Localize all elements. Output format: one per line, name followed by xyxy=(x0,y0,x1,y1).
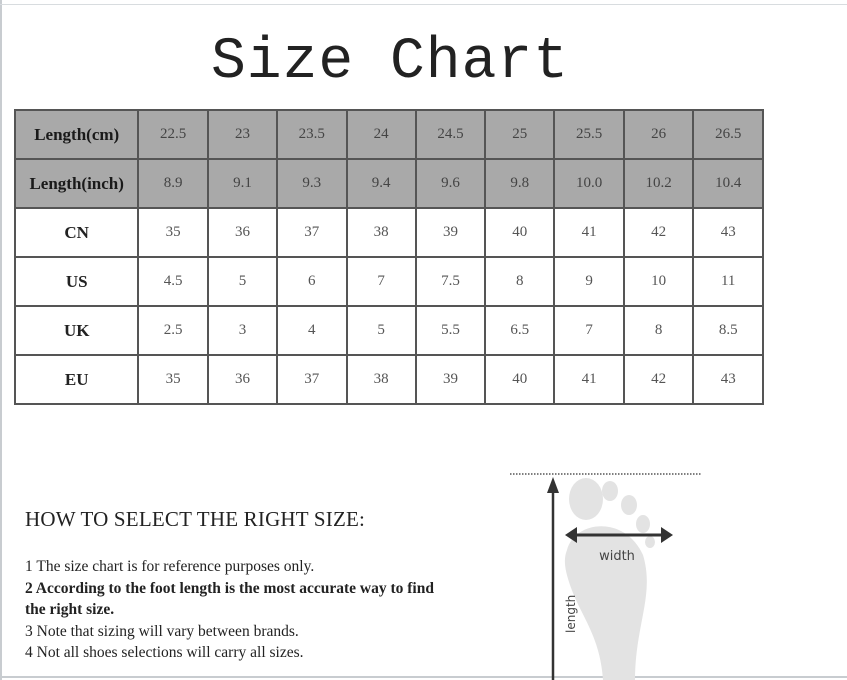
width-label: width xyxy=(599,549,635,564)
table-cell: 26 xyxy=(622,109,695,160)
table-cell: 8 xyxy=(484,256,556,307)
table-cell: 43 xyxy=(692,207,764,258)
table-cell: 4 xyxy=(276,305,348,356)
row-label: CN xyxy=(13,207,140,258)
row-label: Length(inch) xyxy=(13,158,140,209)
table-cell: 5.5 xyxy=(414,305,487,356)
table-cell: 40 xyxy=(484,354,556,405)
table-cell: 41 xyxy=(553,207,625,258)
table-cell: 10.2 xyxy=(622,158,695,209)
table-row: Length(cm) 22.5 23 23.5 24 24.5 25 25.5 26 26.5 xyxy=(13,109,764,160)
table-cell: 40 xyxy=(484,207,556,258)
row-label: US xyxy=(13,256,140,307)
table-cell: 10.4 xyxy=(692,158,764,209)
row-label: UK xyxy=(13,305,140,356)
table-cell: 43 xyxy=(692,354,764,405)
table-cell: 39 xyxy=(414,207,487,258)
table-row: US 4.5 5 6 7 7.5 8 9 10 11 xyxy=(13,256,764,307)
table-cell: 9 xyxy=(553,256,625,307)
table-cell: 39 xyxy=(414,354,487,405)
row-label: Length(cm) xyxy=(13,109,140,160)
table-cell: 9.3 xyxy=(276,158,348,209)
table-cell: 8.5 xyxy=(692,305,764,356)
note-1: 1 The size chart is for reference purpos… xyxy=(25,558,315,575)
table-cell: 5 xyxy=(345,305,417,356)
table-cell: 2.5 xyxy=(137,305,209,356)
table-cell: 10 xyxy=(622,256,695,307)
table-cell: 42 xyxy=(622,354,695,405)
frame-border-left xyxy=(0,0,2,680)
table-cell: 25.5 xyxy=(553,109,625,160)
size-table: Length(cm) 22.5 23 23.5 24 24.5 25 25.5 26 26.5 Le… xyxy=(13,109,764,405)
table-row: CN 35 36 37 38 39 40 41 42 43 xyxy=(13,207,764,258)
note-2: 2 According to the foot length is the mo… xyxy=(25,579,434,619)
table-cell: 4.5 xyxy=(137,256,209,307)
table-cell: 36 xyxy=(206,207,279,258)
table-cell: 3 xyxy=(206,305,279,356)
length-arrow-icon xyxy=(547,477,559,680)
table-row: Length(inch) 8.9 9.1 9.3 9.4 9.6 9.8 10.0 10.2 10… xyxy=(13,158,764,209)
length-label: length xyxy=(564,595,578,633)
howto-notes: 1 The size chart is for reference purpos… xyxy=(25,556,445,664)
table-cell: 9.1 xyxy=(206,158,279,209)
table-cell: 35 xyxy=(137,207,209,258)
foot-icon xyxy=(564,478,655,680)
table-row: UK 2.5 3 4 5 5.5 6.5 7 8 8.5 xyxy=(13,305,764,356)
table-cell: 38 xyxy=(345,354,417,405)
table-cell: 9.4 xyxy=(345,158,417,209)
table-row: EU 35 36 37 38 39 40 41 42 43 xyxy=(13,354,764,405)
table-cell: 25 xyxy=(484,109,556,160)
table-cell: 26.5 xyxy=(692,109,764,160)
table-cell: 37 xyxy=(276,354,348,405)
table-cell: 7.5 xyxy=(414,256,487,307)
page-title: Size Chart xyxy=(210,30,570,95)
width-arrow-icon xyxy=(565,527,673,543)
table-cell: 6 xyxy=(276,256,348,307)
howto-heading: HOW TO SELECT THE RIGHT SIZE: xyxy=(25,507,366,531)
table-cell: 7 xyxy=(345,256,417,307)
note-4: 4 Not all shoes selections will carry al… xyxy=(25,644,304,661)
table-cell: 42 xyxy=(622,207,695,258)
frame-border-top xyxy=(0,4,847,5)
table-cell: 38 xyxy=(345,207,417,258)
table-cell: 23.5 xyxy=(276,109,348,160)
table-cell: 8 xyxy=(622,305,695,356)
table-cell: 7 xyxy=(553,305,625,356)
foot-measure-diagram: width length xyxy=(510,473,702,680)
table-cell: 23 xyxy=(206,109,279,160)
table-cell: 24 xyxy=(345,109,417,160)
table-cell: 8.9 xyxy=(137,158,209,209)
table-cell: 35 xyxy=(137,354,209,405)
table-cell: 41 xyxy=(553,354,625,405)
table-cell: 10.0 xyxy=(553,158,625,209)
table-cell: 37 xyxy=(276,207,348,258)
table-cell: 22.5 xyxy=(137,109,209,160)
table-cell: 24.5 xyxy=(414,109,487,160)
table-cell: 11 xyxy=(692,256,764,307)
frame-border-bottom xyxy=(0,676,847,678)
row-label: EU xyxy=(13,354,140,405)
table-cell: 9.6 xyxy=(414,158,487,209)
table-cell: 36 xyxy=(206,354,279,405)
table-cell: 9.8 xyxy=(484,158,556,209)
note-3: 3 Note that sizing will vary between bra… xyxy=(25,622,299,640)
table-cell: 5 xyxy=(206,256,279,307)
table-cell: 6.5 xyxy=(484,305,556,356)
